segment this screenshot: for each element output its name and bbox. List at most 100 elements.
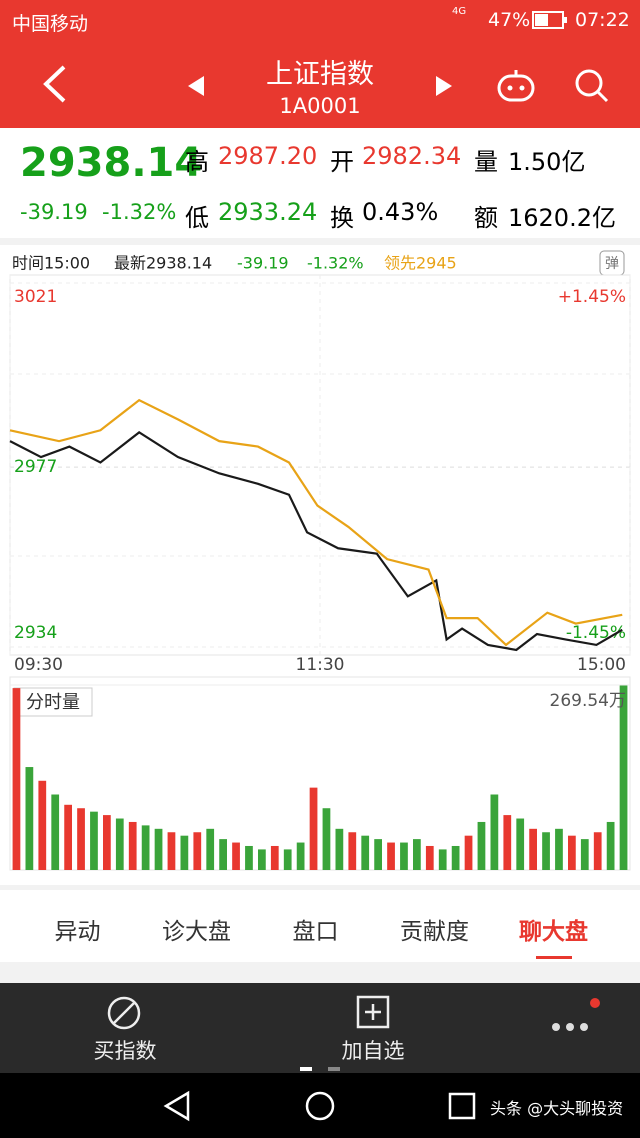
tab[interactable]: 聊大盘 — [519, 919, 588, 945]
tab[interactable]: 贡献度 — [400, 919, 469, 945]
volume-bar — [64, 804, 72, 870]
change: -39.19 — [20, 200, 88, 224]
volume-bar — [580, 839, 589, 870]
volume-bar — [51, 794, 60, 870]
high: 2987.20 — [218, 142, 318, 170]
volume-bar — [90, 811, 98, 870]
prev-button[interactable] — [188, 76, 206, 96]
volume-bar — [425, 845, 434, 870]
volume-bar — [464, 835, 473, 870]
status-bar: 中国移动 4G 47% 07:22 — [0, 0, 640, 40]
volume-bar — [361, 835, 370, 870]
volume-bar — [270, 845, 279, 870]
nav-buttons[interactable] — [160, 1089, 500, 1123]
quote-panel: 2938.14 高 2987.20 开 2982.34 量 1.50亿 -39.… — [0, 128, 640, 238]
volume-bar — [38, 780, 47, 870]
info-latest: 最新2938.14 — [114, 254, 212, 273]
label: 低 — [185, 204, 209, 232]
info-lead: 领先2945 — [384, 254, 457, 273]
header: 上证指数 1A0001 — [0, 40, 640, 128]
pct-label: +1.45% — [558, 287, 626, 307]
volume-bar — [438, 849, 447, 870]
volume-bar — [25, 767, 34, 870]
volume-bar — [141, 825, 150, 870]
tab[interactable]: 异动 — [54, 919, 101, 945]
search-button[interactable] — [574, 68, 610, 104]
title: 上证指数 — [266, 59, 374, 90]
volume-frame — [9, 676, 631, 871]
back-button[interactable] — [40, 64, 70, 104]
add-button[interactable]: 加自选 — [341, 1039, 405, 1063]
y-tick-label: 2934 — [14, 623, 57, 643]
volume-bar — [180, 835, 189, 870]
volume-bar — [529, 828, 537, 870]
label: 量 — [474, 148, 498, 176]
volume-label: 分时量 — [26, 692, 80, 713]
low: 2933.24 — [218, 198, 318, 226]
info-time: 时间15:00 — [12, 254, 90, 273]
buy-icon[interactable] — [106, 995, 142, 1031]
add-icon[interactable] — [356, 995, 390, 1029]
tab[interactable]: 盘口 — [292, 919, 339, 945]
volume-bar — [206, 828, 215, 870]
label: 额 — [474, 204, 498, 232]
label: 开 — [330, 148, 354, 176]
battery-icon — [532, 11, 567, 29]
pct-label: -1.45% — [566, 623, 626, 643]
volume-bar — [103, 815, 111, 870]
price-line — [9, 398, 623, 647]
info-change-pct: -1.32% — [307, 254, 364, 273]
volume-bar — [77, 808, 85, 870]
intraday-chart: 时间15:00 最新2938.14 -39.19 -1.32% 领先2945 弹… — [0, 245, 640, 885]
volume-bar — [335, 828, 344, 870]
volume-bar — [322, 808, 331, 870]
volume-bar — [12, 688, 21, 870]
x-tick-label: 11:30 — [296, 655, 345, 675]
volume-bar — [413, 839, 421, 870]
volume-bar — [387, 842, 395, 870]
volume-bar — [400, 842, 408, 870]
network: 4G — [452, 6, 467, 17]
volume-bar — [516, 818, 525, 870]
page-dot — [300, 1067, 312, 1071]
tab-bar: 异动 诊大盘 盘口 贡献度 聊大盘 — [0, 890, 640, 962]
label: 换 — [330, 204, 354, 232]
y-tick-label: 3021 — [14, 287, 57, 307]
x-tick-label: 15:00 — [577, 655, 626, 675]
robot-button[interactable] — [496, 68, 536, 104]
volume-bar — [374, 839, 382, 870]
volume-tick-label: 269.54万 — [550, 691, 626, 711]
volume-bar — [568, 835, 576, 870]
tab[interactable]: 诊大盘 — [162, 919, 231, 945]
info-change: -39.19 — [237, 254, 289, 273]
volume-bar — [193, 832, 202, 870]
open: 2982.34 — [362, 142, 462, 170]
page-dot — [328, 1067, 340, 1071]
next-button[interactable] — [434, 76, 452, 96]
volume-bar — [232, 842, 240, 870]
buy-button[interactable]: 买指数 — [93, 1039, 157, 1063]
price: 2938.14 — [20, 140, 203, 186]
label: 高 — [185, 148, 209, 176]
volume-bar — [619, 685, 628, 870]
carrier: 中国移动 — [12, 13, 89, 35]
action-bar: 买指数 加自选 — [0, 983, 640, 1073]
turnover: 0.43% — [362, 198, 439, 226]
volume-tag-box — [13, 687, 93, 717]
volume-bar — [477, 821, 486, 870]
volume-bar — [606, 821, 615, 870]
price-line — [9, 431, 623, 652]
volume-bar — [348, 832, 357, 870]
volume-bar — [115, 818, 124, 870]
volume-bar — [245, 845, 253, 870]
volume-bar — [258, 849, 266, 870]
badge[interactable]: 弹 — [605, 256, 619, 272]
volume-bar — [490, 794, 499, 870]
volume-bar — [309, 787, 318, 870]
volume-bar — [283, 849, 292, 870]
more-button[interactable] — [548, 997, 608, 1037]
amount: 1620.2亿 — [508, 204, 616, 232]
volume-bar — [542, 832, 550, 870]
watermark: 头条 @大头聊投资 — [490, 1099, 624, 1118]
